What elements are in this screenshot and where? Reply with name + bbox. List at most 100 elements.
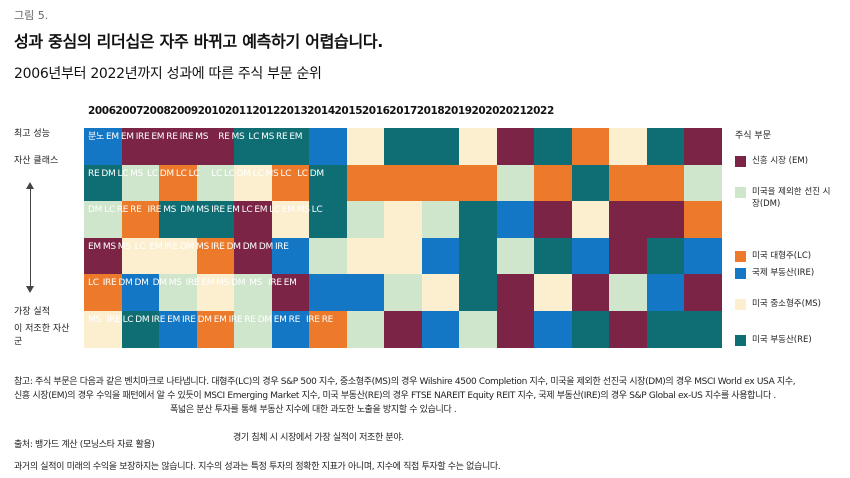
rank-cell (121, 274, 160, 311)
cell-label: LC (297, 168, 308, 179)
rank-cell (609, 237, 647, 275)
rank-cell (309, 164, 347, 202)
row-label-run: DM LC RE RE IRE MS DM MS IRE EM LC EM LC EM MS LC (88, 202, 324, 218)
rank-cell (459, 310, 497, 348)
rank-cell (346, 310, 385, 348)
rank-cell (571, 201, 610, 238)
year-label: 2007 (115, 105, 144, 117)
rank-cell (271, 201, 310, 238)
cell-label: EM (149, 241, 163, 252)
cell-label: LC (117, 168, 129, 179)
rank-cell (234, 128, 272, 165)
rank-cell (234, 237, 272, 275)
rank-cell (459, 201, 497, 238)
rank-cell (459, 164, 497, 202)
year-label: 2020 (471, 105, 500, 117)
rank-cell (534, 128, 572, 165)
arrow-up-icon (26, 182, 34, 189)
cell-label: IRE (268, 278, 282, 288)
cell-label: EM (120, 132, 134, 142)
legend-label: 미국 중소형주(MS) (752, 299, 821, 309)
rank-cell (384, 274, 422, 311)
rank-cell (609, 201, 647, 238)
cell-label: DM (101, 168, 116, 179)
cell-label: LC (88, 278, 99, 288)
rank-cell (309, 310, 347, 348)
cell-label: 분노 (88, 132, 104, 142)
rank-cell (84, 128, 122, 165)
legend-swatch (735, 335, 746, 346)
rank-cell (159, 310, 197, 348)
chart-subtitle: 2006년부터 2022년까지 성과에 따른 주식 부문 순위 (14, 66, 322, 82)
rank-cell (159, 164, 197, 202)
y-bottom-label: 가장 실적 (14, 307, 50, 317)
rank-cell (496, 237, 535, 275)
note-line-2: 신흥 시장(EM)의 경우 수익을 패턴에서 알 수 있듯이 MSCI Emer… (14, 391, 776, 401)
rank-cell (496, 128, 535, 165)
cell-label: MS (216, 278, 230, 288)
row-label-run: 분노 EM EM IRE EM RE IRE MS RE MS LC MS RE EM (88, 129, 304, 145)
rank-cell (459, 274, 497, 311)
rank-cell (384, 201, 422, 238)
rank-cell (534, 237, 572, 275)
cell-label: MS (265, 168, 279, 179)
rank-cell (309, 274, 347, 311)
year-label: 2014 (307, 105, 335, 117)
cell-label: DM (309, 168, 324, 179)
cell-label: LC (175, 168, 187, 179)
rank-cell (421, 274, 460, 311)
cell-label: LC (252, 168, 264, 179)
cell-label: DM (236, 168, 251, 179)
rank-cell (571, 310, 610, 348)
cell-label: IRE (274, 241, 289, 252)
cell-label: LC (147, 168, 158, 179)
cell-label: DM (226, 241, 241, 252)
rank-cell (346, 164, 385, 202)
cell-label: IRE (211, 205, 225, 215)
rank-cell (609, 128, 647, 165)
cell-label: EM (213, 314, 227, 325)
rank-cell (309, 237, 347, 275)
cell-label: RE (321, 314, 334, 325)
row-label-run: MS IRE LC DM IRE EM IRE DM EM IRE RE DM EM RE IRE RE (88, 312, 335, 328)
cell-label: DM (257, 314, 272, 325)
rank-cell (196, 201, 235, 238)
figure-label: 그림 5. (14, 9, 49, 22)
legend-label: 신흥 시장 (EM) (752, 156, 809, 166)
rank-cell (496, 274, 535, 311)
cell-label: DM (180, 205, 195, 215)
note-line-4: 경기 침체 시 시장에서 가장 실적이 저조한 분야. (233, 433, 404, 443)
legend-swatch (735, 268, 746, 279)
rank-cell (346, 274, 385, 311)
cell-label: EM (254, 205, 268, 215)
cell-label: RE (88, 168, 100, 179)
legend-label: 미국 대형주(LC) (752, 251, 812, 261)
rank-cell (271, 274, 310, 311)
cell-label: DM (231, 278, 246, 288)
rank-cell (684, 128, 722, 165)
rank-cell (646, 128, 685, 165)
cell-label: RE (218, 132, 230, 142)
cell-label: MS (102, 241, 116, 252)
cell-label: MS (296, 205, 310, 215)
cell-label: IRE (135, 132, 150, 142)
rank-cell (684, 164, 722, 202)
rank-cell (234, 274, 272, 311)
cell-label: EM (273, 314, 287, 325)
cell-label: RE (288, 314, 301, 325)
rank-cell (571, 274, 610, 311)
rank-cell (271, 164, 310, 202)
page-title: 성과 중심의 리더십은 자주 바뀌고 예측하기 어렵습니다. (14, 32, 384, 51)
rank-cell (421, 164, 460, 202)
rank-cell (121, 164, 160, 202)
rank-cell (121, 237, 160, 275)
rank-cell (421, 201, 460, 238)
row-label-run: RE DM LC MS LC DM LC LC LC LC DM LC MS LC LC DM (88, 166, 326, 182)
legend-swatch (735, 251, 746, 262)
cell-label: MS (130, 168, 144, 179)
rank-cell (384, 237, 422, 275)
cell-label: DM (242, 241, 257, 252)
legend-title: 주식 부문 (735, 131, 771, 141)
rank-cell (271, 128, 310, 165)
cell-label: LC (104, 205, 115, 215)
